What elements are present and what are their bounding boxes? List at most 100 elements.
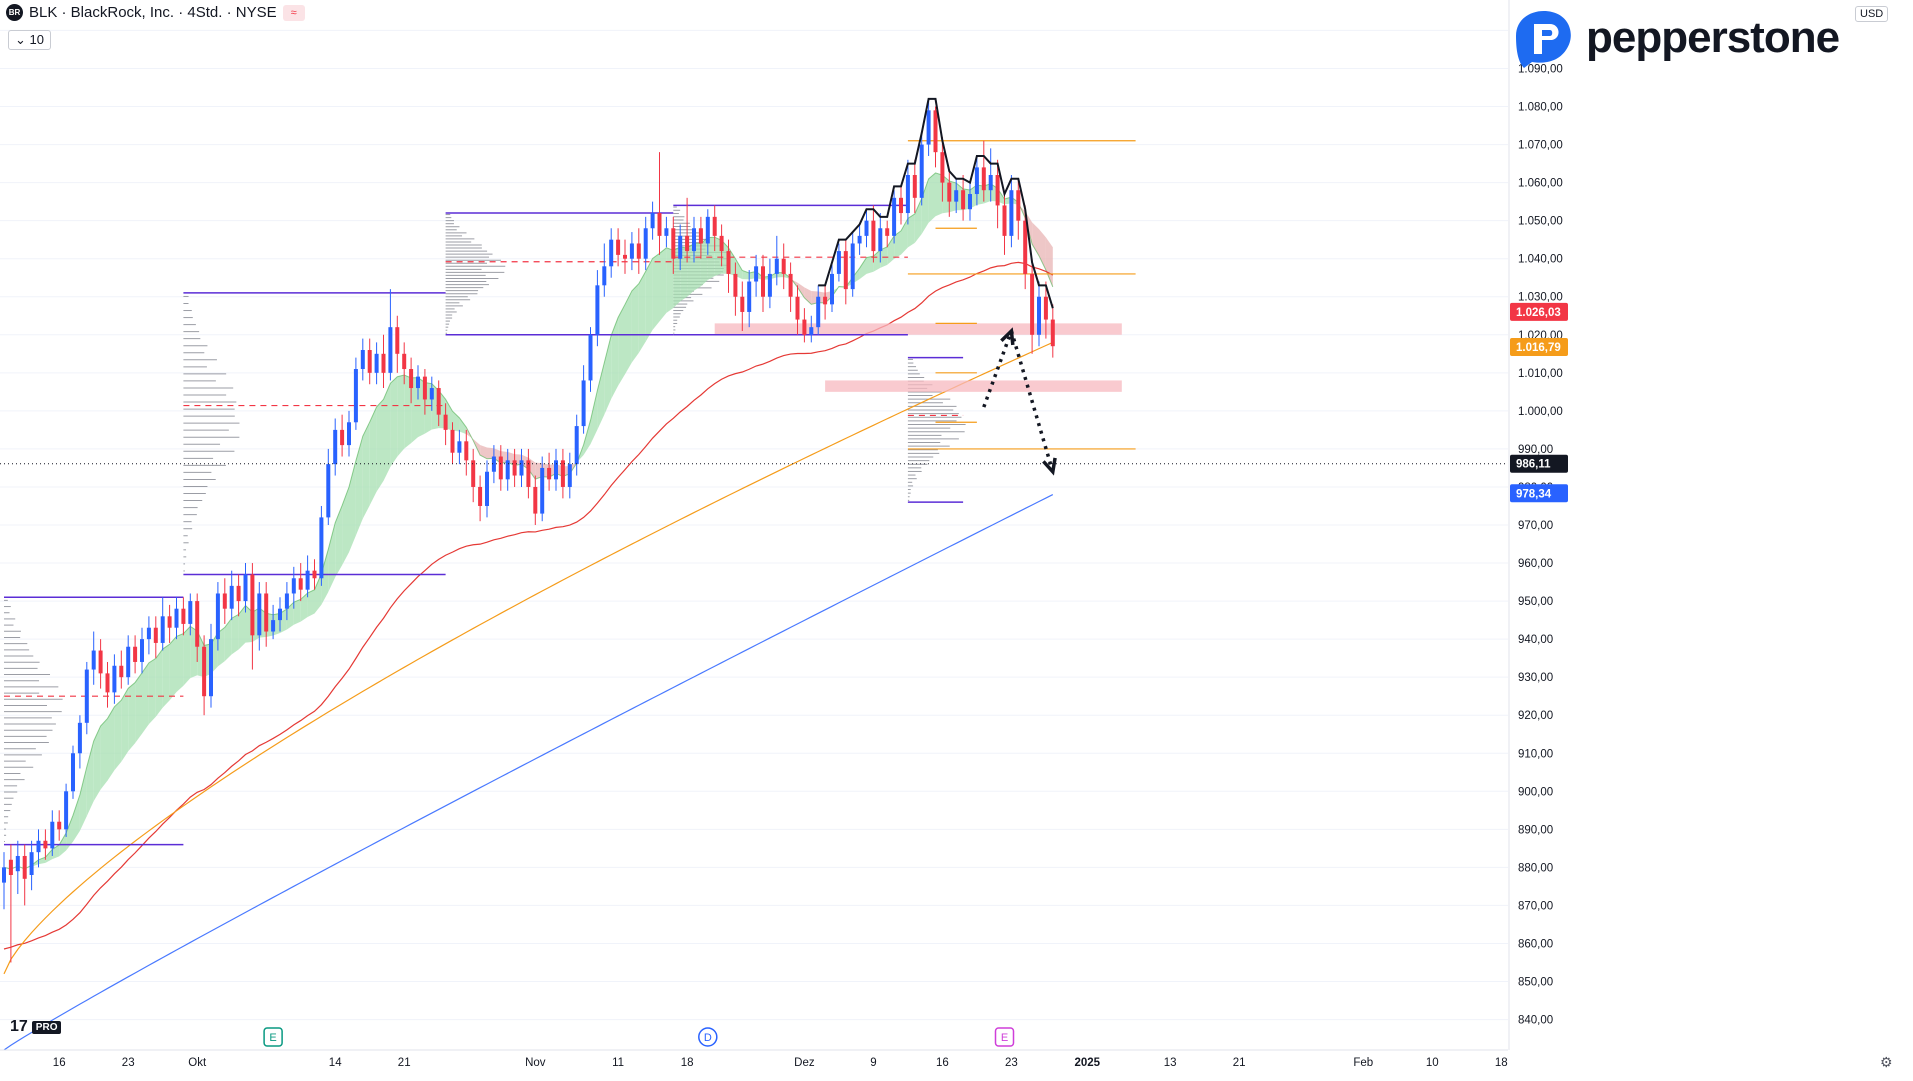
ribbon-segment (590, 390, 598, 445)
price-label-box (1510, 454, 1568, 473)
ribbon-segment (307, 589, 315, 617)
candle-body (664, 228, 669, 236)
ribbon-segment (700, 237, 708, 287)
ribbon-segment (1039, 229, 1046, 270)
ribbon-segment (914, 198, 922, 243)
candle-body (450, 429, 455, 453)
candle-body (981, 167, 986, 191)
price-tick-label: 860,00 (1518, 938, 1553, 950)
candle-body (747, 281, 752, 312)
symbol-header[interactable]: BR BLK · BlackRock, Inc. · 4Std. · NYSE … (6, 4, 305, 21)
price-tick-label: 930,00 (1518, 672, 1553, 684)
candle-body (202, 646, 207, 697)
candle-body (422, 376, 427, 400)
candle-body (491, 456, 496, 472)
earnings-marker-icon (994, 1027, 1015, 1047)
candle-body (733, 273, 738, 297)
market-status-icon: ≈ (282, 4, 305, 21)
ribbon-segment (66, 815, 73, 851)
ribbon-segment (86, 741, 94, 817)
candle-body (1043, 296, 1048, 320)
ribbon-segment (79, 766, 87, 831)
resistance-zone (825, 380, 1122, 392)
candle-body (478, 486, 483, 506)
candle-body (443, 414, 448, 430)
candle-body (91, 650, 96, 670)
candle-body (229, 585, 234, 609)
brand-name: pepperstone (1586, 13, 1840, 62)
ribbon-segment (128, 682, 136, 752)
gear-icon[interactable]: ⚙ (1880, 1054, 1893, 1070)
ribbon-segment (673, 247, 681, 308)
candle-body (650, 213, 655, 229)
ribbon-segment (887, 235, 895, 265)
ribbon-segment (604, 335, 612, 415)
candle-body (857, 235, 862, 244)
tv-pro-badge: PRO (31, 1020, 62, 1034)
price-tick-label: 1.090,00 (1518, 63, 1563, 75)
ribbon-segment (114, 700, 122, 771)
ribbon-segment (907, 213, 915, 248)
trend-line (818, 97, 1054, 309)
candle-body (788, 273, 793, 297)
candle-body (84, 669, 89, 723)
event-marker-label: E (1001, 1032, 1008, 1044)
candle-body (215, 593, 220, 640)
ma-blue-line (3, 494, 1054, 1051)
candle-body (519, 460, 524, 476)
interval-dropdown[interactable]: ⌄ 10 (8, 30, 51, 50)
price-tick-label: 880,00 (1518, 862, 1553, 874)
currency-selector[interactable]: USD (1855, 6, 1889, 22)
tradingview-logo[interactable]: 17 PRO (10, 1018, 62, 1036)
ribbon-segment (321, 549, 329, 605)
candle-body (1030, 273, 1035, 335)
price-tick-label: 910,00 (1518, 748, 1553, 760)
candle-body (402, 353, 407, 370)
ribbon-segment (618, 304, 625, 386)
candle-body (160, 616, 165, 643)
ribbon-segment (487, 447, 494, 459)
symbol-title[interactable]: BLK · BlackRock, Inc. · 4Std. · NYSE (29, 4, 277, 21)
candle-body (291, 578, 296, 594)
candle-body (2, 867, 6, 883)
candle-body (1016, 190, 1021, 221)
candle-body (64, 791, 69, 830)
ribbon-segment (901, 218, 908, 255)
candle-body (657, 213, 662, 236)
ribbon-segment (314, 573, 322, 614)
ribbon-segment (659, 247, 667, 322)
ribbon-segment (928, 172, 936, 223)
range-boxes (4, 204, 964, 846)
candle-body (526, 460, 531, 487)
ribbon-segment (162, 644, 170, 708)
time-tick-label: Okt (188, 1057, 207, 1069)
ribbon-segment (638, 271, 646, 353)
fib-levels (907, 140, 1136, 450)
candle-body (312, 570, 317, 579)
candle-body (823, 296, 828, 305)
candle-body (333, 429, 338, 465)
candle-body (726, 251, 731, 274)
price-tick-label: 990,00 (1518, 444, 1553, 456)
ribbon-segment (38, 857, 46, 865)
candle-body (995, 175, 1000, 206)
ribbon-segment (873, 249, 881, 272)
candle-body (174, 608, 179, 628)
time-tick-label: 23 (122, 1057, 135, 1069)
candle-body (761, 266, 765, 297)
price-tick-label: 1.060,00 (1518, 178, 1563, 190)
candle-body (395, 327, 400, 354)
time-tick-label: 2025 (1075, 1057, 1101, 1069)
ribbon-segment (293, 599, 301, 625)
time-tick-label: 16 (53, 1057, 66, 1069)
candle-body (167, 616, 172, 628)
candle-body (567, 464, 572, 487)
ribbon-segment (390, 376, 398, 467)
ribbon-segment (300, 592, 308, 622)
ribbon-segment (404, 375, 412, 449)
ribbon-segment (100, 718, 108, 790)
